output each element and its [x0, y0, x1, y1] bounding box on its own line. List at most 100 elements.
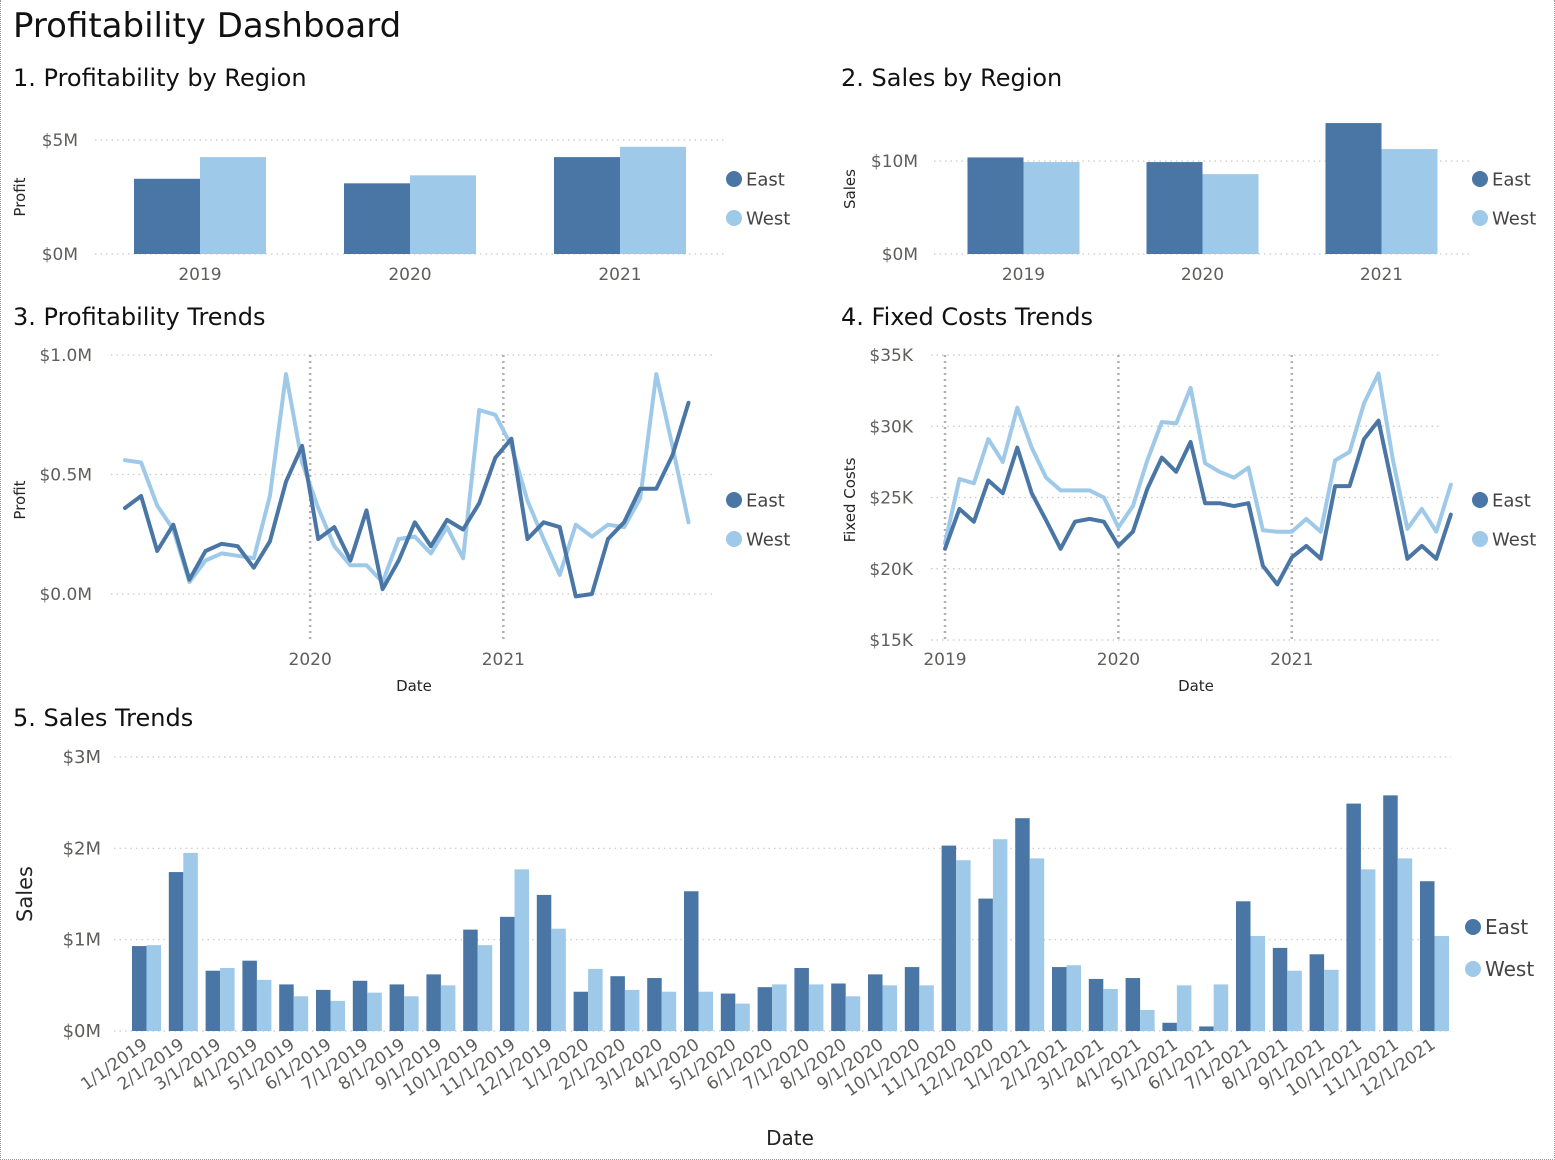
y-tick-label: $3M — [63, 747, 101, 768]
bar-west-9/1/2021 — [1324, 969, 1339, 1031]
bar-west-3/1/2019 — [220, 967, 235, 1031]
bar-east-11/1/2020 — [941, 845, 957, 1031]
legend-label-east: East — [1492, 169, 1531, 190]
bar-east-2019 — [967, 157, 1024, 254]
bar-east-6/1/2019 — [316, 989, 331, 1031]
x-axis-title: Date — [1178, 677, 1214, 695]
bar-east-12/1/2021 — [1420, 881, 1435, 1031]
x-tick-label: 2019 — [923, 650, 966, 670]
bar-west-6/1/2020 — [772, 984, 787, 1031]
bar-east-12/1/2019 — [536, 894, 552, 1031]
bar-east-10/1/2019 — [463, 929, 478, 1031]
y-tick-label: $15K — [869, 631, 913, 651]
bar-west-11/1/2019 — [514, 869, 529, 1031]
bar-east-2021 — [554, 157, 620, 254]
line-series-west — [943, 371, 1453, 546]
bar-east-12/1/2020 — [978, 898, 993, 1031]
legend-marker-east — [1465, 919, 1481, 935]
x-axis-title: Date — [396, 677, 432, 695]
legend-label-west: West — [1492, 208, 1536, 229]
legend-marker-west — [726, 531, 742, 547]
bar-east-5/1/2020 — [720, 993, 736, 1031]
bar-east-8/1/2020 — [831, 983, 846, 1031]
bar-east-4/1/2020 — [684, 891, 699, 1031]
x-tick-label: 2021 — [1270, 650, 1313, 670]
bar-east-1/1/2021 — [1015, 818, 1030, 1031]
profit-trends-chart[interactable]: $0.0M $0.5M $1.0M 2020 2021 Date Profit East Wes… — [1, 340, 821, 700]
y-tick-label: $20K — [869, 560, 913, 580]
bar-east-8/1/2019 — [389, 984, 405, 1031]
bar-east-4/1/2021 — [1125, 978, 1141, 1031]
legend-marker-west — [726, 210, 742, 226]
y-tick-label: $0M — [882, 245, 918, 265]
bar-west-2019 — [1023, 162, 1080, 254]
panel-1-title: 1. Profitability by Region — [13, 64, 307, 92]
bar-east-10/1/2021 — [1346, 803, 1361, 1031]
panel-4-title: 4. Fixed Costs Trends — [841, 303, 1094, 331]
bar-west-2021 — [1381, 149, 1438, 254]
x-tick-label: 2020 — [1181, 265, 1224, 285]
y-tick-label: $10M — [871, 152, 918, 172]
bar-west-6/1/2021 — [1213, 984, 1229, 1031]
bar-east-7/1/2021 — [1236, 901, 1251, 1031]
x-tick-label: 2020 — [388, 265, 431, 285]
x-tick-label: 2020 — [289, 650, 332, 670]
y-tick-label: $0M — [42, 245, 78, 265]
x-axis-title: Date — [766, 1126, 814, 1150]
bar-east-9/1/2021 — [1309, 954, 1325, 1031]
legend-marker-east — [726, 171, 742, 187]
bar-west-1/1/2021 — [1029, 858, 1045, 1031]
bar-west-2020 — [1202, 174, 1259, 254]
legend-marker-east — [1472, 492, 1488, 508]
y-tick-label: $30K — [869, 417, 913, 437]
bar-west-5/1/2019 — [293, 996, 309, 1031]
y-tick-label: $0M — [63, 1021, 101, 1042]
bar-east-2019 — [134, 178, 200, 254]
bar-west-10/1/2019 — [477, 945, 493, 1031]
bar-west-4/1/2019 — [256, 979, 272, 1031]
profit-by-region-chart[interactable]: $0M $5M 2019 2020 2021 Profit East West — [1, 120, 821, 300]
bar-east-3/1/2019 — [205, 970, 221, 1031]
legend-label-east: East — [1492, 490, 1531, 511]
bar-west-1/1/2020 — [588, 968, 603, 1031]
bar-east-10/1/2020 — [904, 967, 920, 1031]
x-tick-label: 2020 — [1097, 650, 1140, 670]
bar-east-2020 — [1146, 162, 1203, 254]
bar-east-5/1/2021 — [1162, 1022, 1177, 1031]
y-tick-label: $5M — [42, 131, 78, 151]
sales-by-region-chart[interactable]: $0M $10M 2019 2020 2021 Sales East West — [831, 110, 1551, 300]
bar-east-2/1/2019 — [168, 872, 184, 1031]
bar-east-2020 — [344, 183, 410, 254]
bar-west-7/1/2019 — [367, 992, 382, 1031]
legend-marker-west — [1472, 210, 1488, 226]
bar-west-11/1/2020 — [956, 860, 971, 1031]
bar-west-11/1/2021 — [1397, 858, 1413, 1031]
bar-west-7/1/2020 — [808, 984, 824, 1031]
y-axis-title: Fixed Costs — [841, 457, 859, 542]
sales-trends-chart[interactable]: $0M$1M$2M$3M1/1/20192/1/20193/1/20194/1/… — [1, 740, 1555, 1155]
bar-west-10/1/2020 — [919, 985, 934, 1031]
bar-east-6/1/2020 — [757, 987, 773, 1031]
page-title: Profitability Dashboard — [13, 6, 402, 46]
y-tick-label: $25K — [869, 489, 913, 509]
bar-east-4/1/2019 — [242, 960, 257, 1031]
bar-west-5/1/2020 — [735, 1003, 750, 1031]
x-tick-label: 2019 — [1002, 265, 1045, 285]
bar-west-2/1/2021 — [1066, 965, 1081, 1031]
bar-west-12/1/2019 — [551, 928, 566, 1031]
legend-label-east: East — [746, 490, 785, 511]
y-tick-label: $35K — [869, 346, 913, 366]
legend-label-west: West — [1492, 529, 1536, 550]
legend-marker-east — [726, 492, 742, 508]
x-tick-label: 2021 — [482, 650, 525, 670]
bar-west-2/1/2020 — [624, 989, 640, 1031]
fixed-costs-trends-chart[interactable]: $15K $20K $25K $30K $35K 2019 2020 2021 Date Fixe… — [831, 340, 1551, 700]
bar-west-2019 — [200, 157, 266, 254]
panel-2-title: 2. Sales by Region — [841, 64, 1063, 92]
bar-east-2021 — [1325, 123, 1382, 254]
y-axis-title: Sales — [841, 169, 859, 209]
bar-east-1/1/2019 — [132, 946, 147, 1031]
legend-label-west: West — [746, 529, 790, 550]
y-axis-title: Sales — [13, 866, 37, 922]
